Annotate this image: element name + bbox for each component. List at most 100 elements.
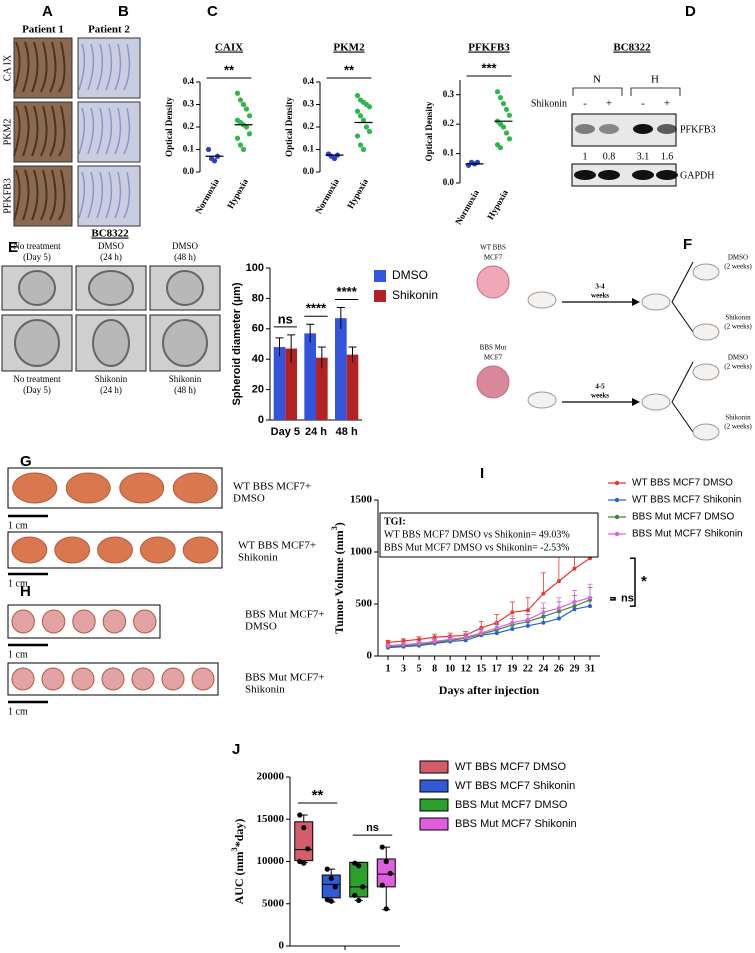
panel-label: G <box>20 453 32 470</box>
band-ratio: 1 <box>583 151 588 162</box>
column-label: Patient 2 <box>88 24 130 36</box>
data-point <box>541 591 546 596</box>
bar <box>346 354 359 420</box>
tissue-texture <box>114 107 122 155</box>
data-point <box>354 108 361 114</box>
x-tick-label: 29 <box>569 663 579 674</box>
x-tick-label: 24 <box>538 663 548 674</box>
group-label: Shikonin <box>238 552 278 564</box>
legend-marker <box>614 531 620 537</box>
series-line <box>387 605 591 649</box>
blot-band <box>657 124 677 134</box>
legend-marker <box>614 480 620 486</box>
mouse <box>692 323 720 341</box>
tissue-texture <box>13 169 21 221</box>
x-tick-label: Hypoxia <box>485 188 510 222</box>
tissue-texture <box>31 105 39 157</box>
data-point <box>352 892 358 898</box>
panel-label: B <box>118 3 129 20</box>
panel-label: A <box>42 3 53 20</box>
legend-label: Shikonin <box>392 288 438 302</box>
data-point <box>497 145 504 151</box>
data-point <box>301 860 307 866</box>
tumor <box>191 667 215 691</box>
tumor <box>11 536 48 564</box>
image-caption: No treatment <box>13 241 61 251</box>
tumor <box>11 667 35 691</box>
x-tick-label: Day 5 <box>271 426 300 438</box>
y-tick-label: 0.2 <box>443 118 455 128</box>
data-point <box>541 620 546 625</box>
data-point <box>356 863 362 869</box>
data-point <box>387 870 393 876</box>
data-point <box>448 637 453 642</box>
tissue-texture <box>49 105 57 157</box>
legend-swatch <box>374 270 386 282</box>
significance-label: ns <box>366 822 379 834</box>
y-tick-label: 80 <box>252 292 264 304</box>
data-point <box>332 884 338 890</box>
y-axis-label-part: 3 <box>230 847 239 851</box>
tumor <box>133 609 157 634</box>
data-point <box>383 906 389 912</box>
model-label: WT BBS <box>480 244 506 252</box>
x-tick-label: 10 <box>445 663 455 674</box>
data-point <box>301 825 307 831</box>
legend-label: BBS Mut MCF7 DMSO <box>455 799 568 811</box>
lane-label: + <box>664 98 670 110</box>
annotation-text: BBS Mut MCF7 DMSO vs Shikonin= -2.53% <box>384 542 569 553</box>
panel-label: E <box>8 239 18 256</box>
data-point <box>510 620 515 625</box>
data-point <box>366 128 373 135</box>
legend-marker <box>614 514 620 520</box>
group-label: BBS Mut MCF7+ <box>245 672 325 684</box>
data-point <box>556 616 561 621</box>
x-tick-label: 12 <box>461 663 471 674</box>
y-tick-label: 0.4 <box>183 76 195 86</box>
treatment-label: (2 weeks) <box>724 263 752 271</box>
legend-label: DMSO <box>392 268 428 282</box>
data-point <box>331 155 338 162</box>
data-point <box>379 844 385 850</box>
tissue-texture <box>105 43 113 91</box>
significance-label: *** <box>481 60 497 75</box>
group-label: DMSO <box>245 621 277 633</box>
data-point <box>352 860 358 866</box>
data-point <box>510 626 515 631</box>
tissue-texture <box>114 171 122 219</box>
data-point <box>494 625 499 630</box>
band-ratio: 1.6 <box>661 151 674 162</box>
data-point <box>366 104 373 110</box>
y-axis-label: Optical Density <box>164 97 174 157</box>
y-axis-label: Tumor Volume (mm3) <box>330 522 345 634</box>
panel-label: F <box>683 236 692 253</box>
tumor <box>101 667 125 691</box>
y-tick-label: 0.4 <box>303 76 315 86</box>
panel-title: BC8322 <box>91 228 129 240</box>
data-point <box>556 609 561 614</box>
data-point <box>357 142 364 148</box>
legend-label: BBS Mut MCF7 Shikonin <box>455 818 577 830</box>
tissue-texture <box>123 43 131 91</box>
data-point <box>297 858 303 865</box>
mouse <box>692 263 720 281</box>
significance-label: ns <box>278 311 293 326</box>
x-tick-label: 31 <box>585 663 595 674</box>
treatment-label: (2 weeks) <box>724 323 752 331</box>
group-label: H <box>651 74 659 86</box>
tissue-texture <box>40 105 48 157</box>
tissue-texture <box>13 105 21 157</box>
scale-label: 1 cm <box>8 706 28 717</box>
data-point <box>243 106 250 112</box>
data-point <box>324 866 330 872</box>
x-tick-label: Normoxia <box>193 177 221 216</box>
y-axis-label-part: ) <box>332 522 346 526</box>
tissue-texture <box>49 169 57 221</box>
data-point <box>234 135 241 141</box>
tumor <box>54 536 91 564</box>
y-tick-label: 0.0 <box>443 177 455 187</box>
tissue-texture <box>31 41 39 93</box>
y-axis-label-part: Tumor Volume (mm <box>332 530 346 633</box>
arrow <box>671 301 694 333</box>
tumor <box>11 609 35 634</box>
